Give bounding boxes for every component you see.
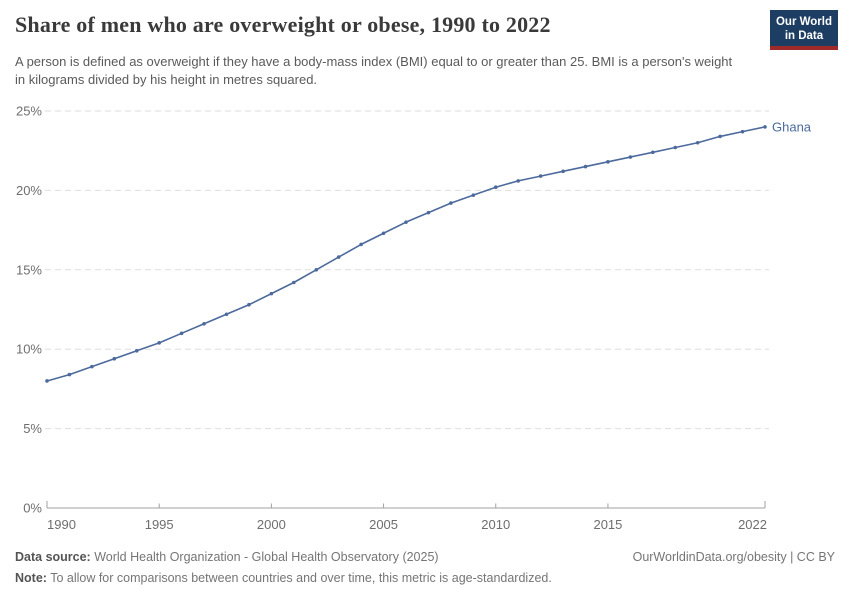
- data-point: [493, 185, 498, 190]
- data-point: [90, 364, 94, 369]
- series-end-label[interactable]: Ghana: [772, 119, 812, 134]
- data-point: [471, 193, 476, 197]
- data-point: [112, 356, 117, 361]
- data-point: [224, 312, 229, 317]
- note-value: To allow for comparisons between countri…: [46, 570, 552, 585]
- data-point: [763, 125, 767, 129]
- data-point: [404, 220, 408, 224]
- data-point: [269, 291, 274, 296]
- data-point: [561, 169, 565, 174]
- y-tick-label: 15%: [16, 262, 42, 277]
- data-point: [695, 140, 700, 145]
- data-point: [606, 160, 610, 164]
- data-point: [381, 231, 386, 236]
- data-point: [449, 201, 453, 205]
- data-line: [46, 126, 766, 382]
- y-tick-label: 5%: [23, 421, 42, 436]
- data-point: [718, 134, 722, 139]
- data-point: [516, 179, 520, 183]
- data-source-value: World Health Organization - Global Healt…: [90, 550, 439, 564]
- license-link[interactable]: OurWorldinData.org/obesity | CC BY: [632, 550, 835, 564]
- x-tick-label: 2022: [738, 517, 767, 532]
- owid-logo-line1: Our World: [775, 16, 832, 28]
- x-tick-label: 1995: [145, 517, 174, 532]
- owid-logo[interactable]: Our World in Data: [769, 10, 838, 51]
- x-tick-label: 2005: [369, 517, 398, 532]
- x-tick-label: 2015: [593, 517, 622, 532]
- data-point: [538, 174, 543, 178]
- data-point: [134, 348, 139, 353]
- data-point: [314, 268, 319, 272]
- data-point: [247, 302, 251, 307]
- data-source-label: Data source:: [15, 550, 91, 564]
- x-tick-label: 2010: [481, 517, 510, 532]
- chart-subtitle: A person is defined as overweight if the…: [15, 54, 733, 88]
- footer-row-note: Note: To allow for comparisons between c…: [15, 568, 835, 589]
- line-chart[interactable]: 0% 5% 10% 15% 20% 25% 1990 1995 2000 2005 2010 2015…: [0, 95, 850, 545]
- data-point: [179, 331, 184, 336]
- owid-logo-line2: in Data: [784, 30, 824, 43]
- data-source-text: Data source: World Health Organization -…: [15, 547, 439, 568]
- data-point: [336, 255, 341, 259]
- y-tick-label: 10%: [16, 342, 42, 357]
- page-title: Share of men who are overweight or obese…: [15, 12, 551, 37]
- data-point: [202, 321, 206, 326]
- data-point: [426, 210, 431, 215]
- footer-row-source: Data source: World Health Organization -…: [15, 547, 835, 568]
- data-point: [45, 379, 49, 383]
- data-point: [292, 280, 296, 285]
- data-point: [740, 129, 745, 134]
- note-label: Note:: [15, 570, 47, 585]
- data-point: [67, 372, 72, 377]
- y-tick-label: 25%: [16, 104, 42, 119]
- data-point: [628, 155, 633, 159]
- data-point: [651, 150, 655, 155]
- y-tick-label: 0%: [23, 501, 42, 516]
- data-point: [157, 341, 161, 345]
- chart-footer: Data source: World Health Organization -…: [15, 547, 835, 588]
- data-point: [583, 164, 588, 169]
- data-point: [359, 242, 363, 247]
- x-tick-label: 2000: [257, 517, 286, 532]
- y-tick-label: 20%: [16, 183, 42, 198]
- data-point: [673, 145, 678, 150]
- x-tick-label: 1990: [47, 517, 76, 532]
